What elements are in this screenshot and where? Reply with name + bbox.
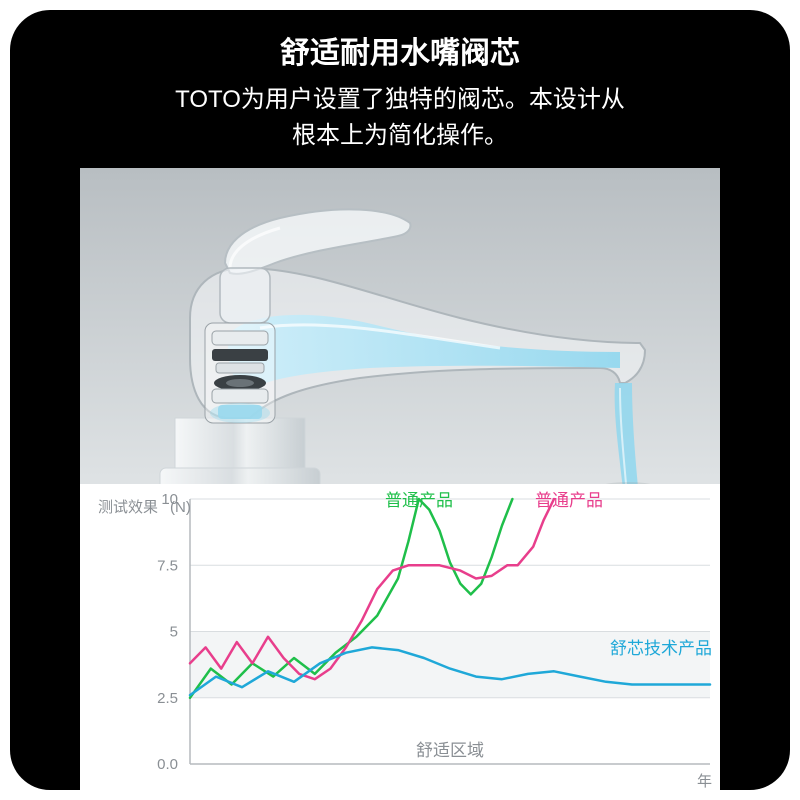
comfort-test-chart: 0.02.557.510测试效果(N)年舒适区域普通产品普通产品舒芯技术产品 xyxy=(80,484,720,790)
svg-text:测试效果: 测试效果 xyxy=(98,499,158,516)
subtitle-line2: 根本上为简化操作。 xyxy=(292,122,508,149)
product-card: 舒适耐用水嘴阀芯 TOTO为用户设置了独特的阀芯。本设计从 根本上为简化操作。 … xyxy=(10,10,790,790)
svg-text:普通产品: 普通产品 xyxy=(385,491,453,510)
svg-text:舒适区域: 舒适区域 xyxy=(416,741,484,760)
svg-text:(N): (N) xyxy=(170,499,191,516)
svg-text:7.5: 7.5 xyxy=(157,557,178,574)
faucet-illustration xyxy=(80,168,720,484)
svg-text:年: 年 xyxy=(697,773,712,790)
svg-text:5: 5 xyxy=(170,623,178,640)
svg-text:舒芯技术产品: 舒芯技术产品 xyxy=(610,639,712,658)
card-title: 舒适耐用水嘴阀芯 xyxy=(280,28,520,72)
svg-text:普通产品: 普通产品 xyxy=(535,491,603,510)
card-subtitle: TOTO为用户设置了独特的阀芯。本设计从 根本上为简化操作。 xyxy=(175,82,625,154)
subtitle-line1: TOTO为用户设置了独特的阀芯。本设计从 xyxy=(175,86,625,113)
svg-text:2.5: 2.5 xyxy=(157,690,178,707)
svg-text:0.0: 0.0 xyxy=(157,756,178,773)
